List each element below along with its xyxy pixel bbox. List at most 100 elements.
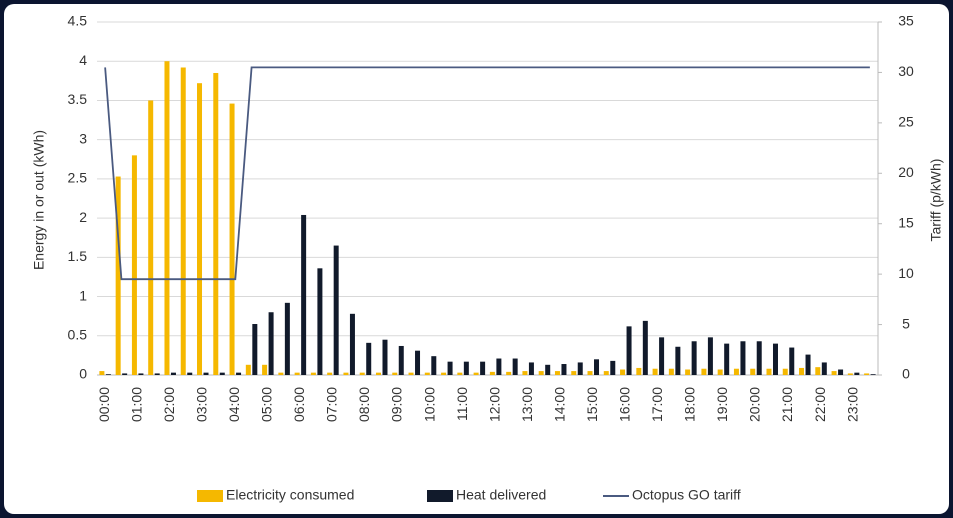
- bar: [115, 176, 121, 375]
- legend-label: Heat delivered: [456, 487, 546, 503]
- y-tick-label: 2: [79, 209, 87, 225]
- y2-tick-label: 10: [898, 265, 914, 281]
- bar: [854, 372, 860, 375]
- bar: [229, 103, 235, 376]
- x-tick-label: 08:00: [356, 387, 372, 422]
- bar: [197, 83, 203, 375]
- bar: [717, 369, 723, 375]
- bar: [301, 214, 307, 375]
- x-tick-label: 22:00: [812, 387, 828, 422]
- y-tick-label: 0: [79, 366, 87, 382]
- x-tick-label: 15:00: [584, 387, 600, 422]
- y-tick-label: 4: [79, 52, 87, 68]
- bar: [333, 245, 339, 375]
- x-tick-label: 16:00: [617, 387, 633, 422]
- x-tick-label: 06:00: [291, 387, 307, 422]
- bar: [756, 341, 762, 375]
- bar: [707, 337, 713, 375]
- bar: [831, 371, 837, 375]
- y-tick-label: 3: [79, 130, 87, 146]
- bar: [512, 358, 518, 375]
- bar: [463, 361, 469, 375]
- bar: [164, 61, 170, 375]
- bar: [294, 372, 300, 375]
- y2-tick-label: 30: [898, 63, 914, 79]
- x-tick-label: 01:00: [128, 387, 144, 422]
- bar: [799, 367, 805, 375]
- bar: [236, 372, 242, 375]
- bar: [789, 347, 795, 375]
- x-tick-label: 07:00: [324, 387, 340, 422]
- bar: [447, 361, 453, 375]
- x-tick-label: 02:00: [161, 387, 177, 422]
- bar: [691, 341, 697, 375]
- bar: [847, 373, 853, 375]
- bar: [245, 364, 251, 375]
- bar: [327, 372, 333, 375]
- x-tick-label: 09:00: [389, 387, 405, 422]
- bar: [170, 372, 176, 375]
- x-tick-label: 13:00: [519, 387, 535, 422]
- x-tick-label: 19:00: [714, 387, 730, 422]
- bar: [766, 368, 772, 375]
- y-tick-label: 2.5: [68, 170, 88, 186]
- legend-label: Octopus GO tariff: [632, 487, 741, 503]
- bar: [838, 369, 844, 375]
- bar: [620, 369, 626, 375]
- bar: [366, 342, 372, 375]
- bar: [636, 367, 642, 375]
- bar: [668, 368, 674, 375]
- legend-label: Electricity consumed: [226, 487, 354, 503]
- bar: [424, 372, 430, 375]
- bar: [473, 372, 479, 375]
- bar: [496, 358, 502, 375]
- bar: [278, 372, 284, 375]
- bar: [642, 320, 648, 375]
- x-tick-label: 12:00: [486, 387, 502, 422]
- bar: [528, 362, 534, 375]
- bar: [138, 373, 144, 375]
- bar: [441, 372, 447, 375]
- bar: [382, 339, 388, 375]
- bar: [626, 326, 632, 375]
- x-tick-label: 18:00: [682, 387, 698, 422]
- bar: [594, 359, 600, 375]
- bar: [154, 373, 160, 375]
- bar: [561, 364, 567, 375]
- y-tick-label: 1: [79, 287, 87, 303]
- bar: [180, 67, 186, 376]
- bar: [343, 372, 349, 375]
- bar: [724, 343, 730, 375]
- y-tick-label: 4.5: [68, 13, 88, 29]
- bar: [284, 302, 290, 375]
- bar: [408, 372, 414, 375]
- bar: [375, 372, 381, 375]
- y2-tick-label: 25: [898, 114, 914, 130]
- bar: [431, 356, 437, 375]
- bar: [685, 369, 691, 375]
- bar: [870, 374, 876, 375]
- bar: [213, 72, 219, 375]
- bar: [268, 312, 274, 375]
- bar: [252, 324, 258, 375]
- bar: [610, 360, 616, 375]
- x-tick-label: 17:00: [649, 387, 665, 422]
- bar: [772, 343, 778, 375]
- bar: [545, 364, 551, 375]
- x-tick-label: 04:00: [226, 387, 242, 422]
- bar: [821, 362, 827, 375]
- y-tick-label: 0.5: [68, 326, 88, 342]
- bar: [587, 371, 593, 375]
- tariff-line: [104, 66, 870, 281]
- bar: [317, 268, 323, 375]
- legend-swatch: [427, 490, 453, 502]
- bar: [99, 371, 105, 375]
- bar: [262, 364, 268, 375]
- x-tick-label: 05:00: [259, 387, 275, 422]
- bar: [522, 371, 528, 375]
- bar: [457, 372, 463, 375]
- bar: [359, 372, 365, 375]
- x-tick-label: 14:00: [551, 387, 567, 422]
